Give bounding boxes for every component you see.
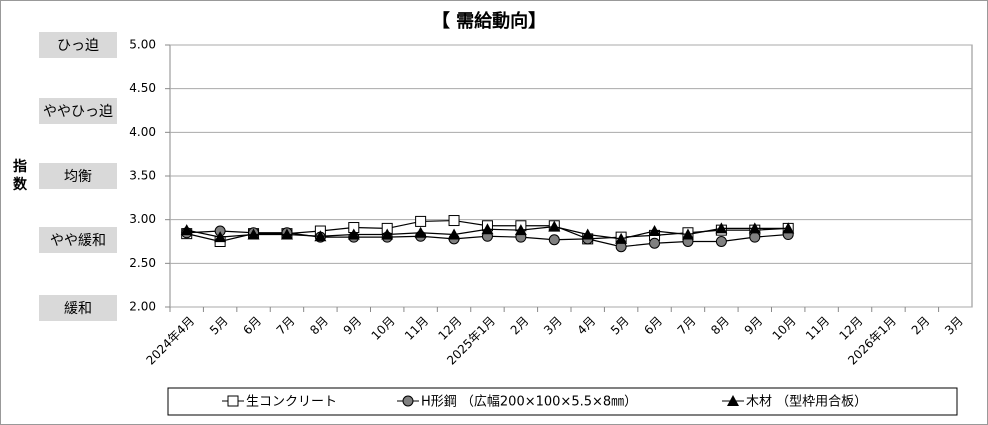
level-label: ひっ迫 — [57, 38, 99, 54]
data-point — [314, 230, 327, 242]
data-point — [415, 215, 427, 227]
y-tick-label: 2.50 — [129, 256, 156, 270]
y-axis-label-char: 指 — [13, 158, 27, 175]
y-tick-label: 4.50 — [129, 81, 156, 95]
legend-label: 生コンクリート — [246, 395, 337, 410]
data-point — [448, 215, 460, 227]
legend-label: H形鋼 （広幅200×100×5.5×8㎜） — [421, 395, 637, 410]
y-tick-label: 3.50 — [129, 169, 156, 183]
data-point — [381, 228, 394, 240]
data-point — [280, 228, 293, 240]
level-box — [39, 98, 117, 124]
y-axis-label: 指数 — [13, 158, 28, 193]
data-point — [615, 232, 628, 244]
data-point — [214, 231, 227, 243]
level-label: 均衡 — [64, 169, 92, 185]
legend-marker — [227, 395, 239, 407]
data-point — [414, 226, 427, 238]
data-point — [481, 223, 494, 235]
data-point — [448, 228, 461, 240]
data-point — [581, 228, 594, 240]
data-point — [548, 234, 560, 246]
level-box — [39, 163, 117, 189]
data-point — [715, 222, 728, 234]
data-point — [749, 231, 761, 243]
level-box — [39, 32, 117, 58]
chart-title: 【 需給動向】 — [432, 10, 546, 32]
legend-marker — [402, 395, 414, 407]
y-tick-label: 4.00 — [129, 125, 156, 139]
y-tick-label: 3.00 — [129, 212, 156, 226]
data-point — [782, 222, 795, 234]
level-box — [39, 227, 117, 253]
data-point — [649, 237, 661, 249]
data-point — [347, 228, 360, 240]
data-point — [180, 224, 193, 236]
legend-box — [167, 387, 958, 416]
data-point — [514, 224, 527, 236]
data-point — [648, 225, 661, 237]
y-axis-label-char: 数 — [13, 176, 28, 193]
level-label: ややひっ迫 — [43, 104, 113, 120]
y-tick-label: 2.00 — [129, 300, 156, 314]
level-box — [39, 295, 117, 321]
data-point — [748, 222, 761, 234]
legend-marker — [727, 395, 739, 406]
y-tick-label: 5.00 — [129, 38, 156, 52]
level-label: やや緩和 — [50, 233, 106, 249]
data-point — [548, 220, 561, 232]
level-label: 緩和 — [64, 301, 92, 317]
data-point — [247, 228, 260, 240]
data-point — [681, 228, 694, 240]
data-point — [715, 236, 727, 247]
legend-label: 木材 （型枠用合板） — [746, 395, 867, 410]
